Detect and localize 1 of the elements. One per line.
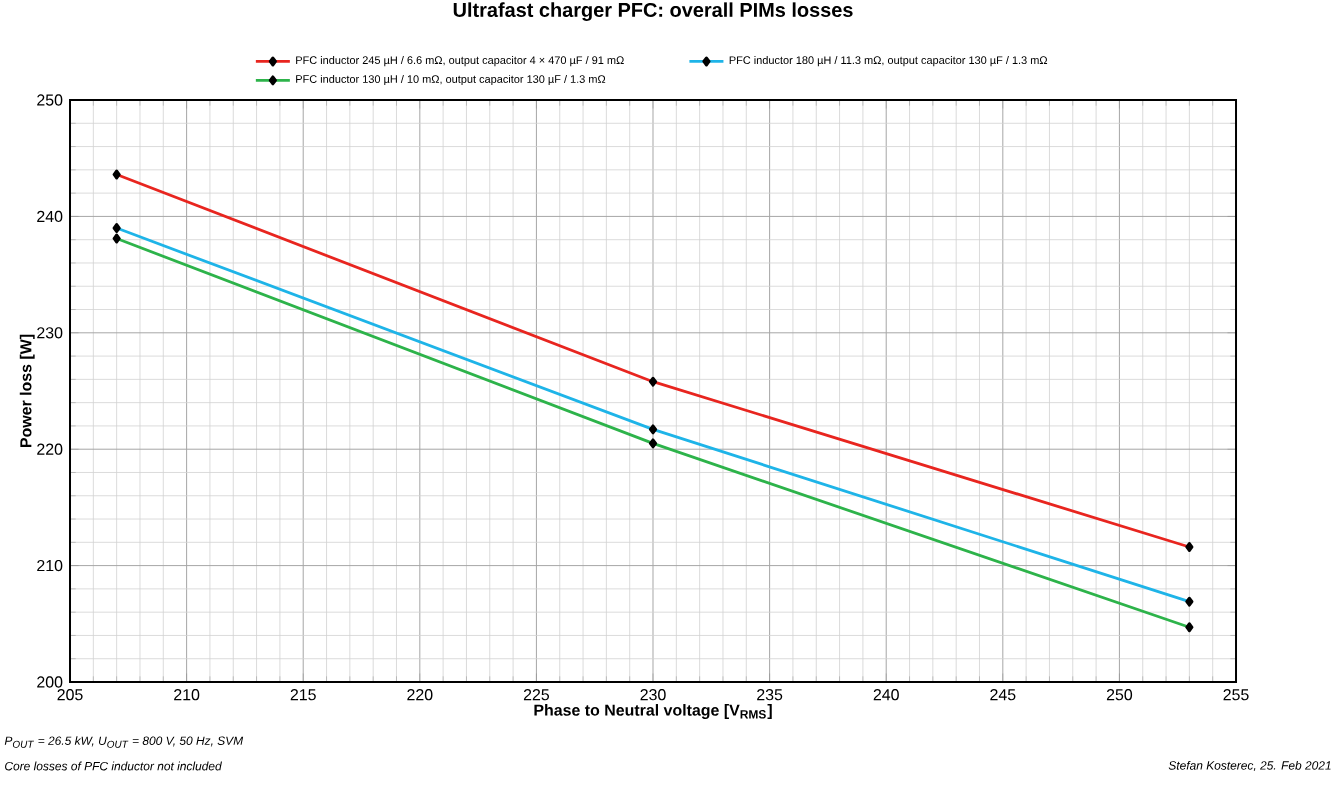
chart-title: Ultrafast charger PFC: overall PIMs losses	[453, 2, 853, 22]
